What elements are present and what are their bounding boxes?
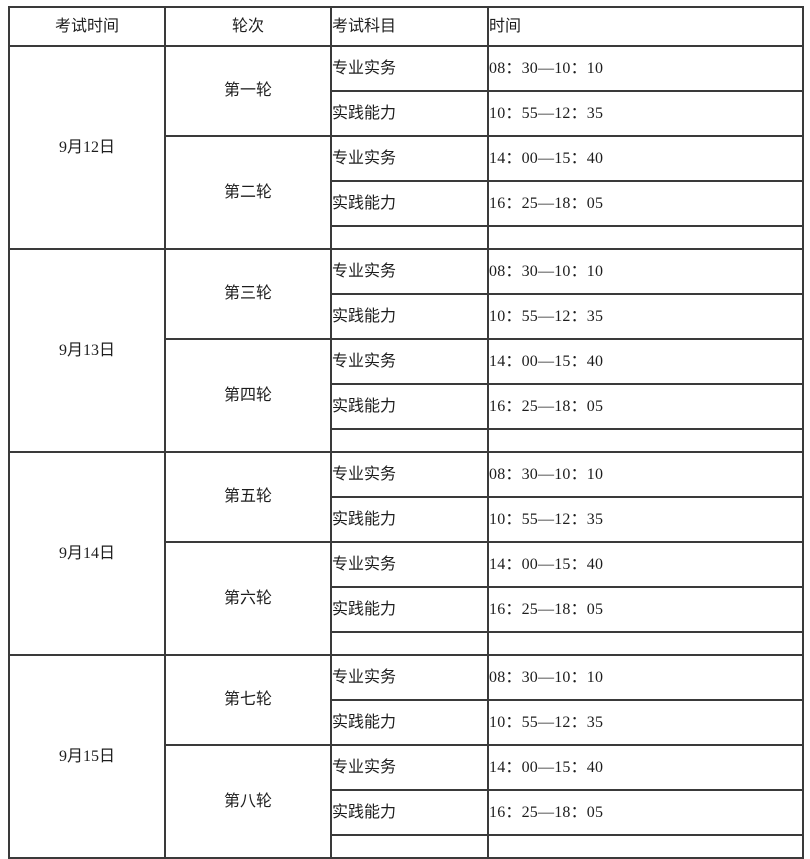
exam-time-cell: 14：00—15：40	[487, 135, 804, 182]
exam-date-cell: 9月15日	[8, 654, 166, 859]
exam-subject-spacer	[330, 632, 489, 656]
table-row-spacer	[9, 429, 804, 453]
exam-subject-cell: 实践能力	[330, 699, 489, 746]
exam-schedule-table: 考试时间 轮次 考试科目 时间 9月12日 第一轮 专业实务 08：30—10：10 实…	[8, 6, 804, 859]
exam-subject-cell: 实践能力	[330, 789, 489, 836]
exam-round-cell: 第五轮	[164, 451, 332, 543]
table-body: 9月12日 第一轮 专业实务 08：30—10：10 实践能力 10：55—12：35 第二…	[8, 45, 804, 859]
exam-time-cell: 08：30—10：10	[487, 654, 804, 701]
table-header: 考试时间 轮次 考试科目 时间	[8, 6, 804, 47]
table-row: 9月14日 第五轮 专业实务 08：30—10：10	[8, 451, 804, 656]
table-row: 实践能力 10：55—12：35	[9, 496, 804, 543]
exam-subject-cell: 专业实务	[330, 45, 489, 92]
exam-subject-cell: 专业实务	[330, 451, 489, 498]
exam-subject-cell: 实践能力	[330, 586, 489, 633]
table-row: 实践能力 16：25—18：05	[9, 383, 804, 430]
exam-time-cell: 14：00—15：40	[487, 541, 804, 588]
table-row: 实践能力 16：25—18：05	[9, 586, 804, 633]
table-row: 实践能力 10：55—12：35	[9, 699, 804, 746]
exam-subject-cell: 专业实务	[330, 744, 489, 791]
exam-subject-spacer	[330, 429, 489, 453]
column-header-date: 考试时间	[8, 6, 166, 47]
table-row: 第六轮 专业实务 14：00—15：40	[9, 541, 804, 656]
exam-time-cell: 08：30—10：10	[487, 45, 804, 92]
exam-date-cell: 9月12日	[8, 45, 166, 250]
exam-subject-cell: 实践能力	[330, 293, 489, 340]
exam-round-cell: 第七轮	[164, 654, 332, 746]
exam-time-spacer	[487, 835, 804, 859]
exam-round-cell: 第八轮	[164, 744, 332, 859]
table-row-spacer	[9, 632, 804, 656]
exam-time-cell: 10：55—12：35	[487, 90, 804, 137]
exam-round-cell: 第二轮	[164, 135, 332, 250]
exam-time-cell: 16：25—18：05	[487, 586, 804, 633]
exam-time-cell: 16：25—18：05	[487, 789, 804, 836]
exam-round-cell: 第四轮	[164, 338, 332, 453]
exam-subject-spacer	[330, 226, 489, 250]
table-row: 第四轮 专业实务 14：00—15：40	[9, 338, 804, 453]
column-header-subject: 考试科目	[330, 6, 489, 47]
exam-round-cell: 第一轮	[164, 45, 332, 137]
exam-time-cell: 16：25—18：05	[487, 383, 804, 430]
exam-time-cell: 10：55—12：35	[487, 293, 804, 340]
exam-subject-cell: 专业实务	[330, 248, 489, 295]
exam-round-cell: 第三轮	[164, 248, 332, 340]
exam-time-spacer	[487, 429, 804, 453]
exam-time-cell: 08：30—10：10	[487, 248, 804, 295]
table-row: 实践能力 16：25—18：05	[9, 180, 804, 227]
exam-time-spacer	[487, 226, 804, 250]
exam-date-cell: 9月14日	[8, 451, 166, 656]
exam-subject-cell: 专业实务	[330, 338, 489, 385]
exam-subject-cell: 专业实务	[330, 654, 489, 701]
exam-subject-cell: 专业实务	[330, 135, 489, 182]
exam-time-spacer	[487, 632, 804, 656]
exam-subject-cell: 实践能力	[330, 383, 489, 430]
exam-date-cell: 9月13日	[8, 248, 166, 453]
exam-time-cell: 14：00—15：40	[487, 338, 804, 385]
exam-subject-cell: 实践能力	[330, 496, 489, 543]
table-row: 实践能力 10：55—12：35	[9, 90, 804, 137]
table-row: 第二轮 专业实务 14：00—15：40	[9, 135, 804, 250]
exam-time-cell: 10：55—12：35	[487, 496, 804, 543]
column-header-time: 时间	[487, 6, 804, 47]
column-header-round: 轮次	[164, 6, 332, 47]
exam-subject-cell: 实践能力	[330, 180, 489, 227]
exam-subject-cell: 专业实务	[330, 541, 489, 588]
exam-subject-spacer	[330, 835, 489, 859]
page-canvas: 考试时间 轮次 考试科目 时间 9月12日 第一轮 专业实务 08：30—10：10 实…	[8, 6, 804, 859]
exam-round-cell: 第六轮	[164, 541, 332, 656]
table-header-row: 考试时间 轮次 考试科目 时间	[8, 6, 804, 47]
exam-subject-cell: 实践能力	[330, 90, 489, 137]
table-row: 9月13日 第三轮 专业实务 08：30—10：10	[8, 248, 804, 453]
table-row: 9月15日 第七轮 专业实务 08：30—10：10	[8, 654, 804, 859]
table-row: 9月12日 第一轮 专业实务 08：30—10：10	[8, 45, 804, 250]
exam-time-cell: 10：55—12：35	[487, 699, 804, 746]
exam-time-cell: 16：25—18：05	[487, 180, 804, 227]
table-row-spacer	[9, 226, 804, 250]
exam-time-cell: 08：30—10：10	[487, 451, 804, 498]
table-row: 实践能力 10：55—12：35	[9, 293, 804, 340]
exam-time-cell: 14：00—15：40	[487, 744, 804, 791]
